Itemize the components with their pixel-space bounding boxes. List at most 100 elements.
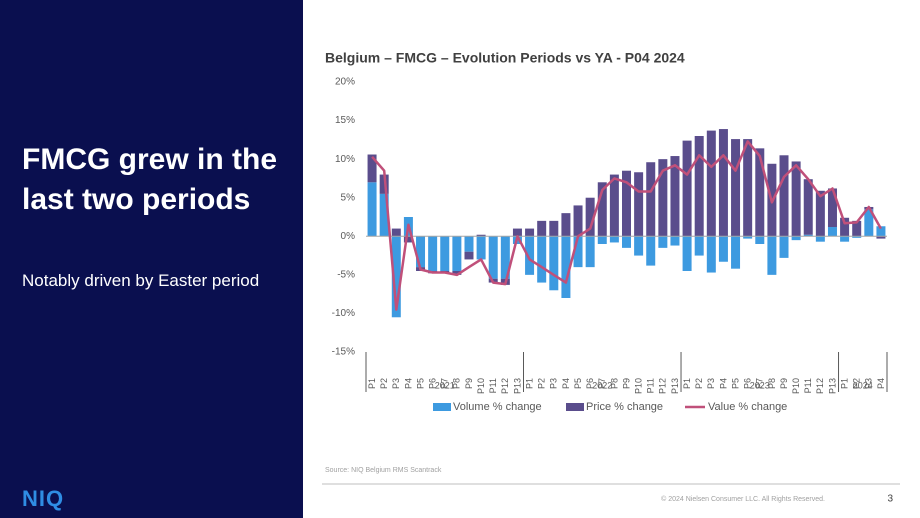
bar	[731, 139, 741, 237]
left-panel: FMCG grew in the last two periods Notabl…	[0, 0, 303, 518]
y-tick-label: 15%	[335, 115, 355, 126]
bar	[622, 236, 631, 248]
bar	[416, 236, 426, 268]
bar	[706, 236, 716, 273]
bar	[755, 148, 765, 237]
bar	[876, 226, 886, 237]
bar	[440, 236, 450, 271]
x-tick-label: P1	[839, 378, 849, 389]
bar	[464, 251, 474, 260]
bar	[646, 236, 656, 266]
x-tick-label: P1	[524, 378, 534, 389]
copyright: © 2024 Nielsen Consumer LLC. All Rights …	[661, 495, 825, 503]
bar	[658, 159, 668, 237]
bar	[864, 209, 874, 237]
x-tick-label: P5	[573, 378, 583, 389]
bar	[694, 136, 704, 237]
x-tick-label: P6	[743, 378, 753, 389]
bar	[658, 236, 668, 248]
x-tick-label: P2	[694, 378, 704, 389]
x-tick-label: P10	[633, 378, 643, 394]
bar	[573, 236, 583, 268]
bar	[452, 271, 462, 275]
x-tick-label: P9	[464, 378, 474, 389]
bar	[634, 172, 644, 237]
x-tick-label: P10	[791, 378, 801, 394]
bar	[718, 129, 728, 237]
page-number: 3	[887, 494, 893, 505]
bar	[827, 227, 837, 237]
y-tick-label: 0%	[341, 231, 356, 242]
x-tick-label: P4	[718, 378, 728, 389]
y-tick-label: -10%	[332, 308, 355, 319]
bar	[403, 236, 413, 243]
x-tick-label: P8	[452, 378, 462, 389]
legend-label: Value % change	[708, 401, 787, 413]
x-tick-label: P4	[403, 378, 413, 389]
x-tick-label: P4	[561, 378, 571, 389]
bar	[743, 139, 753, 237]
x-tick-label: P13	[670, 378, 680, 394]
legend-label: Price % change	[586, 401, 663, 413]
x-tick-label: P5	[730, 378, 740, 389]
x-tick-label: P8	[767, 378, 777, 389]
bar	[512, 228, 522, 237]
x-tick-label: P12	[815, 378, 825, 394]
bar	[755, 236, 765, 244]
bar	[694, 236, 704, 256]
x-tick-label: P11	[803, 378, 813, 393]
x-tick-label: P12	[658, 378, 668, 394]
x-tick-label: P8	[609, 378, 619, 389]
x-tick-label: P4	[876, 378, 886, 389]
x-tick-label: P10	[476, 378, 486, 394]
logo: NIQ	[22, 486, 65, 511]
bar	[367, 182, 377, 237]
bar	[525, 228, 535, 237]
x-tick-label: P5	[415, 378, 425, 389]
bar	[525, 236, 535, 275]
bar	[585, 236, 595, 268]
x-tick-label: P9	[621, 378, 631, 389]
x-tick-label: P3	[391, 378, 401, 389]
x-tick-label: P1	[682, 378, 692, 389]
y-tick-label: 20%	[335, 77, 355, 88]
x-tick-label: P1	[367, 378, 377, 389]
legend-swatch	[566, 403, 584, 411]
bar	[537, 236, 547, 283]
bar	[622, 170, 631, 237]
bar	[379, 193, 389, 237]
bar	[803, 179, 813, 235]
bar	[476, 236, 486, 260]
bar	[743, 236, 753, 239]
bar	[852, 236, 862, 238]
bar	[391, 236, 401, 318]
bar	[670, 156, 680, 237]
bar	[609, 236, 619, 243]
x-tick-label: P11	[646, 378, 656, 393]
bar	[573, 205, 583, 237]
x-tick-label: P6	[585, 378, 595, 389]
x-tick-label: P12	[500, 378, 510, 394]
x-tick-label: P7	[440, 378, 450, 389]
legend-label: Volume % change	[453, 401, 542, 413]
x-tick-label: P3	[864, 378, 874, 389]
x-tick-label: P9	[779, 378, 789, 389]
bar	[549, 236, 559, 291]
bar	[827, 188, 837, 228]
group-label: 2021	[435, 380, 455, 390]
bar	[670, 236, 680, 246]
bar	[682, 140, 692, 237]
bar	[815, 236, 825, 242]
bar	[852, 220, 862, 237]
bar	[767, 236, 777, 275]
bar	[561, 236, 571, 298]
value-line	[371, 140, 882, 311]
bar	[815, 190, 825, 237]
bar	[706, 130, 716, 237]
bar	[391, 228, 401, 237]
y-tick-label: 5%	[341, 192, 356, 203]
bar	[791, 236, 801, 241]
bar	[840, 236, 850, 242]
bar	[840, 217, 850, 237]
